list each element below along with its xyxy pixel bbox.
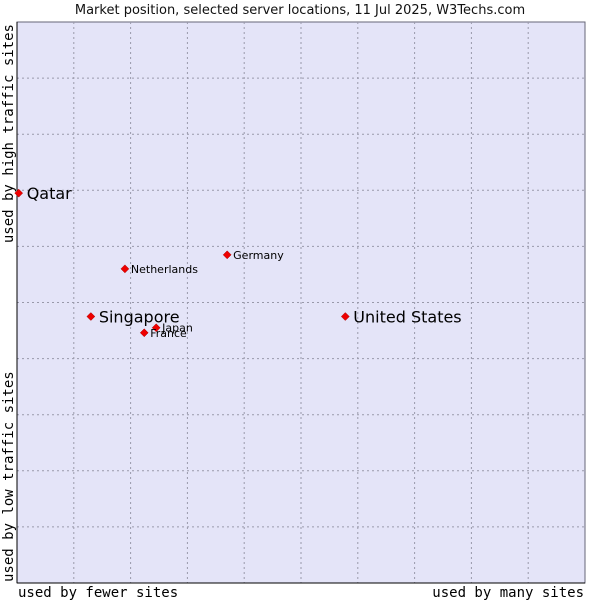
point-marker-germany [222,250,232,260]
point-france: France [139,327,187,340]
point-marker-netherlands [120,264,130,274]
point-marker-france [139,328,149,338]
point-germany: Germany [222,249,284,262]
points-layer: Qatar Germany Netherlands Singapore United S… [14,184,462,340]
point-label-qatar: Qatar [27,184,72,203]
point-label-france: France [150,327,187,340]
point-label-singapore: Singapore [99,308,180,327]
y-axis-label-bottom: used by low traffic sites [1,371,17,582]
point-label-united-states: United States [353,308,461,327]
point-singapore: Singapore [86,308,180,327]
chart-title: Market position, selected server locatio… [75,3,525,18]
x-axis-label-left: used by fewer sites [18,585,178,600]
point-qatar: Qatar [14,184,72,203]
y-axis-label-top: used by high traffic sites [1,24,17,243]
point-japan: Japan [151,322,193,335]
point-netherlands: Netherlands [120,263,198,276]
point-marker-japan [151,323,161,333]
point-united-states: United States [340,308,462,327]
point-marker-qatar [14,188,24,198]
grid-layer [17,22,585,583]
x-axis-label-right: used by many sites [432,585,584,600]
point-label-germany: Germany [233,249,284,262]
point-marker-singapore [86,312,96,321]
point-label-netherlands: Netherlands [131,263,198,276]
point-label-japan: Japan [161,322,193,335]
point-marker-united-states [340,312,350,321]
